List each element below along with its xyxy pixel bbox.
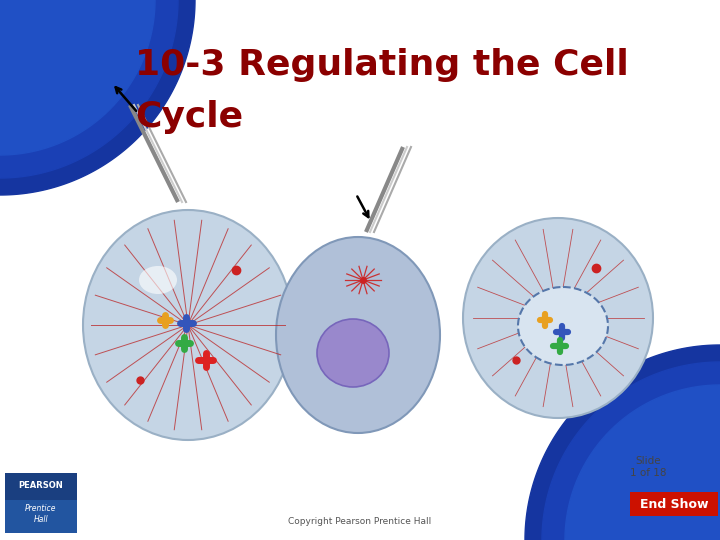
Ellipse shape xyxy=(276,237,440,433)
Ellipse shape xyxy=(317,319,389,387)
Bar xyxy=(5,500,77,533)
Polygon shape xyxy=(525,345,720,540)
Text: Cycle: Cycle xyxy=(135,100,243,134)
Ellipse shape xyxy=(463,218,653,418)
Text: Prentice
Hall: Prentice Hall xyxy=(25,504,57,523)
Polygon shape xyxy=(0,0,195,195)
Ellipse shape xyxy=(83,210,293,440)
Ellipse shape xyxy=(139,266,177,294)
Text: Slide
1 of 18: Slide 1 of 18 xyxy=(630,456,666,478)
Text: End Show: End Show xyxy=(640,497,708,510)
Bar xyxy=(630,492,718,516)
Bar xyxy=(5,473,77,500)
Text: 10-3 Regulating the Cell: 10-3 Regulating the Cell xyxy=(135,48,629,82)
Polygon shape xyxy=(542,362,720,540)
Text: PEARSON: PEARSON xyxy=(19,481,63,489)
Polygon shape xyxy=(565,385,720,540)
Ellipse shape xyxy=(518,287,608,365)
Text: Copyright Pearson Prentice Hall: Copyright Pearson Prentice Hall xyxy=(289,516,431,525)
Polygon shape xyxy=(0,0,178,178)
Polygon shape xyxy=(0,0,155,155)
